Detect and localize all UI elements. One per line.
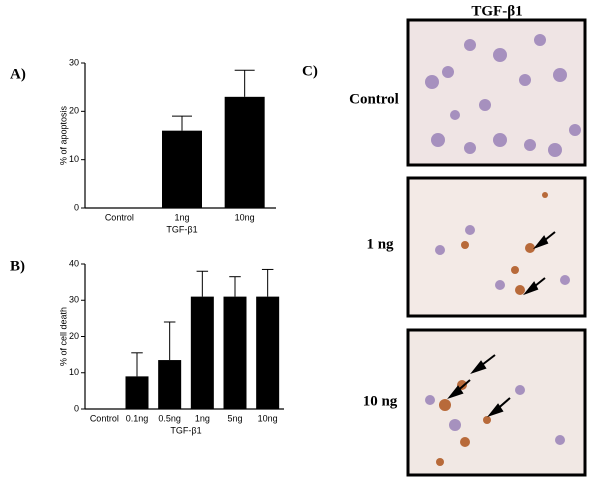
micrograph-label: 10 ng	[363, 393, 398, 409]
y-tick-label: 0	[74, 202, 79, 212]
y-axis-label: % of apoptosis	[58, 105, 68, 165]
micrograph-label: Control	[349, 91, 399, 107]
bar	[125, 376, 149, 409]
x-tick-label: 1ng	[174, 212, 189, 222]
cells	[425, 34, 581, 445]
y-tick-label: 30	[69, 57, 79, 67]
bar	[224, 96, 265, 208]
bar	[223, 296, 247, 409]
y-axis-label: % of cell death	[58, 307, 68, 366]
micrograph-title: TGF-β1	[471, 3, 522, 19]
stained-cells	[436, 192, 548, 466]
panel-label: C)	[302, 63, 318, 79]
x-tick-label: Control	[105, 212, 134, 222]
micrographs	[406, 18, 587, 477]
x-tick-label: Control	[90, 413, 119, 423]
x-tick-label: 10ng	[258, 413, 278, 423]
micrograph	[406, 176, 587, 318]
x-tick-label: 1ng	[195, 413, 210, 423]
x-tick-label: 0.5ng	[158, 413, 181, 423]
y-tick-label: 40	[69, 258, 79, 268]
panel-label: B)	[10, 258, 25, 274]
x-axis-label: TGF-β1	[170, 425, 201, 435]
arrows	[447, 231, 556, 418]
micrograph	[406, 328, 587, 477]
micrograph-label: 1 ng	[366, 236, 394, 252]
y-tick-label: 10	[69, 367, 79, 377]
y-tick-label: 0	[74, 403, 79, 413]
y-tick-label: 20	[69, 106, 79, 116]
panel-label: A)	[10, 66, 26, 82]
x-axis-label: TGF-β1	[166, 224, 197, 234]
x-tick-label: 10ng	[235, 212, 255, 222]
x-tick-label: 5ng	[227, 413, 242, 423]
y-tick-label: 20	[69, 331, 79, 341]
bar	[190, 296, 214, 409]
bar	[162, 130, 202, 208]
y-tick-label: 10	[69, 154, 79, 164]
y-tick-label: 30	[69, 295, 79, 305]
x-tick-label: 0.1ng	[126, 413, 149, 423]
bar	[158, 360, 182, 409]
bar	[256, 296, 280, 409]
